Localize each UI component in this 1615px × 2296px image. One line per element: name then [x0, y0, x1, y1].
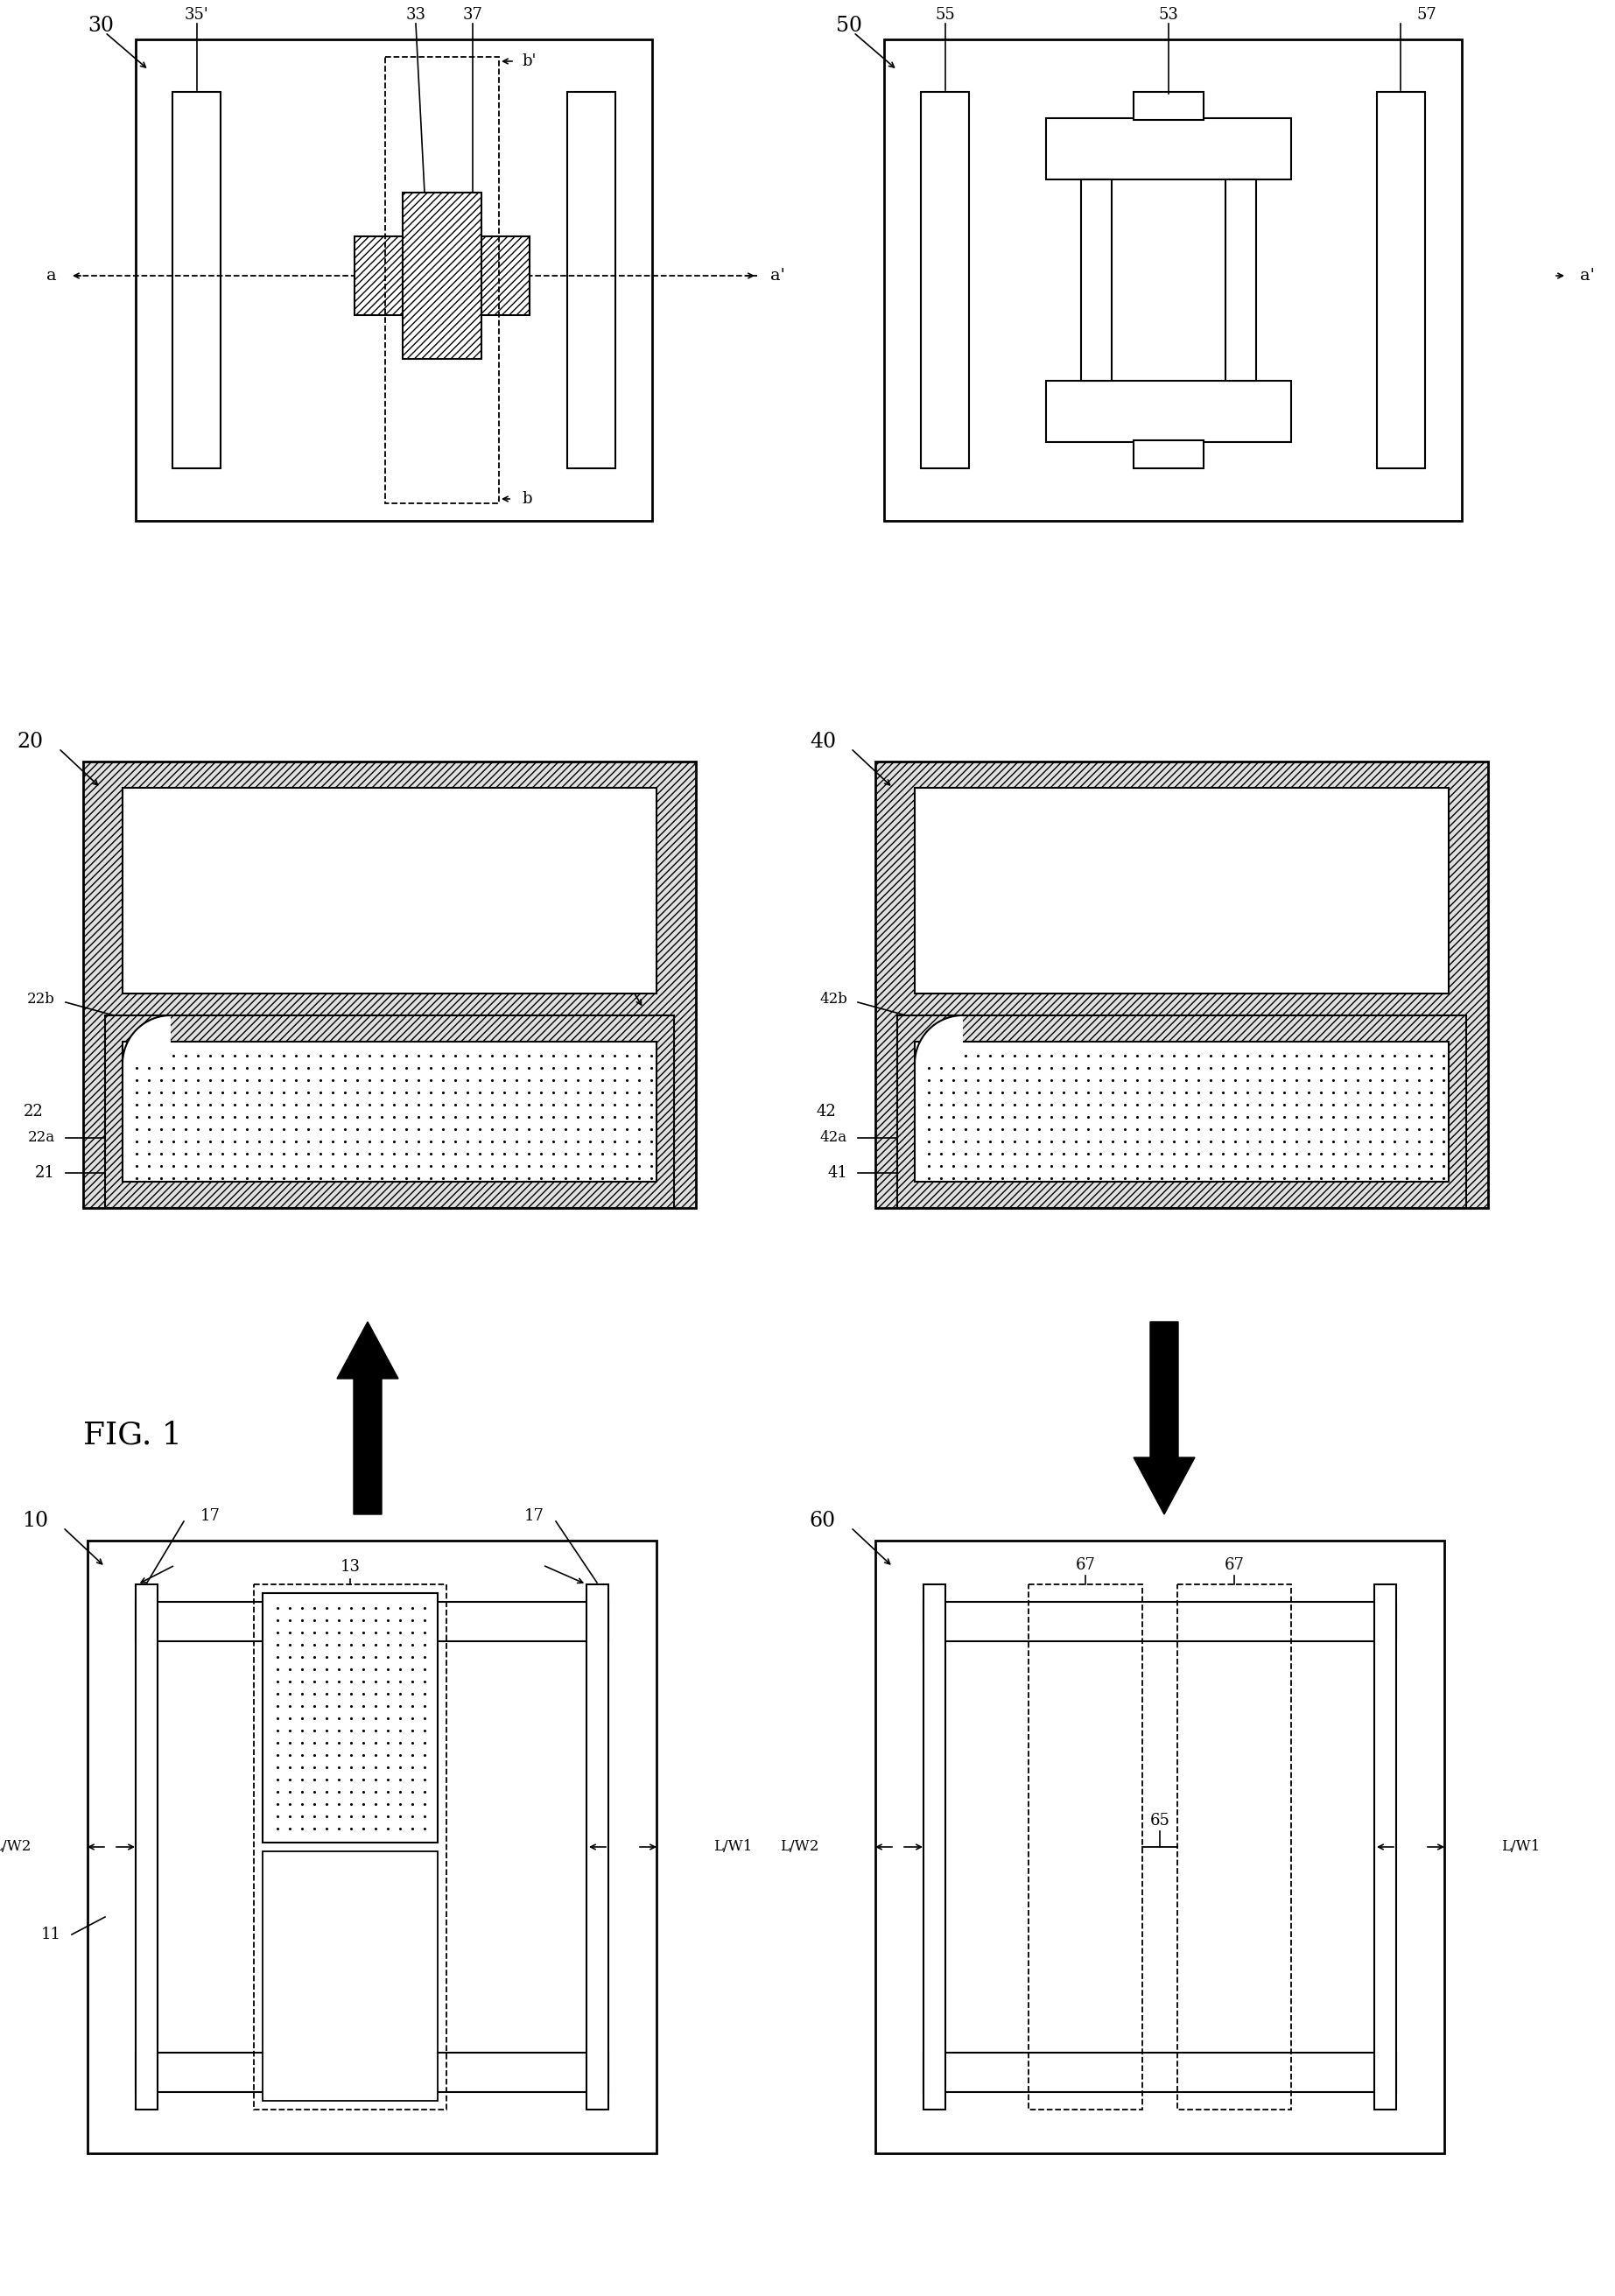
- Bar: [883, 39, 1462, 521]
- Text: L/W1': L/W1': [565, 882, 607, 898]
- Bar: [875, 762, 1487, 1208]
- Text: b': b': [522, 53, 536, 69]
- Bar: [924, 2053, 1395, 2092]
- Text: 37: 37: [462, 7, 483, 23]
- Text: L/W1: L/W1: [714, 1839, 753, 1855]
- Text: a: a: [47, 269, 57, 285]
- Polygon shape: [338, 1322, 399, 1515]
- Text: 20: 20: [18, 732, 44, 753]
- Text: 25: 25: [174, 799, 195, 815]
- Text: 30: 30: [87, 16, 113, 37]
- Bar: [586, 1584, 609, 2110]
- Text: 42b: 42b: [819, 992, 848, 1008]
- Text: 41: 41: [827, 1164, 848, 1180]
- Text: 21: 21: [36, 1164, 55, 1180]
- Bar: [1080, 179, 1111, 381]
- Bar: [263, 1851, 438, 2101]
- Text: 15: 15: [341, 1711, 360, 1724]
- Text: 10: 10: [21, 1511, 48, 1531]
- Bar: [173, 92, 221, 468]
- Bar: [123, 1042, 657, 1182]
- Bar: [136, 2053, 609, 2092]
- Text: 55: 55: [935, 7, 956, 23]
- Text: 17: 17: [200, 1508, 220, 1525]
- Bar: [567, 92, 615, 468]
- Text: a': a': [770, 269, 785, 285]
- Text: 50: 50: [837, 16, 862, 37]
- Bar: [1378, 92, 1424, 468]
- Text: 11: 11: [40, 1926, 61, 1942]
- Bar: [136, 1584, 158, 2110]
- Bar: [921, 92, 969, 468]
- Text: 45: 45: [967, 799, 987, 815]
- Bar: [123, 788, 657, 994]
- Bar: [1134, 441, 1203, 468]
- Text: 35': 35': [184, 7, 208, 23]
- Text: L/W2: L/W2: [780, 1839, 819, 1855]
- Text: L/W1: L/W1: [1502, 1839, 1541, 1855]
- Bar: [82, 762, 696, 1208]
- Bar: [254, 1584, 446, 2110]
- Text: 42: 42: [816, 1104, 837, 1120]
- Text: FIG. 1: FIG. 1: [82, 1421, 182, 1451]
- Bar: [136, 1603, 609, 1642]
- Bar: [914, 788, 1449, 994]
- Bar: [384, 57, 499, 503]
- Bar: [875, 1541, 1444, 2154]
- Wedge shape: [914, 1015, 963, 1063]
- Bar: [1374, 1584, 1395, 2110]
- Text: 13: 13: [341, 1559, 360, 1575]
- Bar: [924, 1603, 1395, 1642]
- Bar: [1047, 117, 1290, 179]
- Text: 22: 22: [24, 1104, 44, 1120]
- Bar: [898, 1015, 1466, 1208]
- Polygon shape: [1134, 1322, 1195, 1515]
- Bar: [1134, 92, 1203, 119]
- Text: 40: 40: [809, 732, 837, 753]
- Text: b: b: [522, 491, 531, 507]
- Text: 53: 53: [1158, 7, 1179, 23]
- Text: 60: 60: [809, 1511, 837, 1531]
- Bar: [402, 193, 481, 358]
- Bar: [263, 1593, 438, 1844]
- Bar: [1226, 179, 1256, 381]
- Bar: [355, 236, 530, 315]
- Bar: [1047, 381, 1290, 443]
- Text: 65: 65: [1150, 1814, 1169, 1828]
- Text: 22a: 22a: [27, 1130, 55, 1146]
- Bar: [1177, 1584, 1290, 2110]
- Bar: [914, 1042, 1449, 1182]
- Text: a': a': [1579, 269, 1594, 285]
- Bar: [1029, 1584, 1142, 2110]
- Text: 33: 33: [405, 7, 426, 23]
- Text: 57: 57: [1416, 7, 1437, 23]
- Bar: [924, 1584, 945, 2110]
- Bar: [105, 1015, 673, 1208]
- Text: 67: 67: [1076, 1557, 1095, 1573]
- Text: 42a: 42a: [820, 1130, 848, 1146]
- Bar: [87, 1541, 657, 2154]
- Text: 17: 17: [523, 1508, 544, 1525]
- Text: 22b: 22b: [27, 992, 55, 1008]
- Text: 67: 67: [1224, 1557, 1244, 1573]
- Wedge shape: [123, 1015, 171, 1063]
- Bar: [136, 39, 652, 521]
- Text: L/W2: L/W2: [0, 1839, 31, 1855]
